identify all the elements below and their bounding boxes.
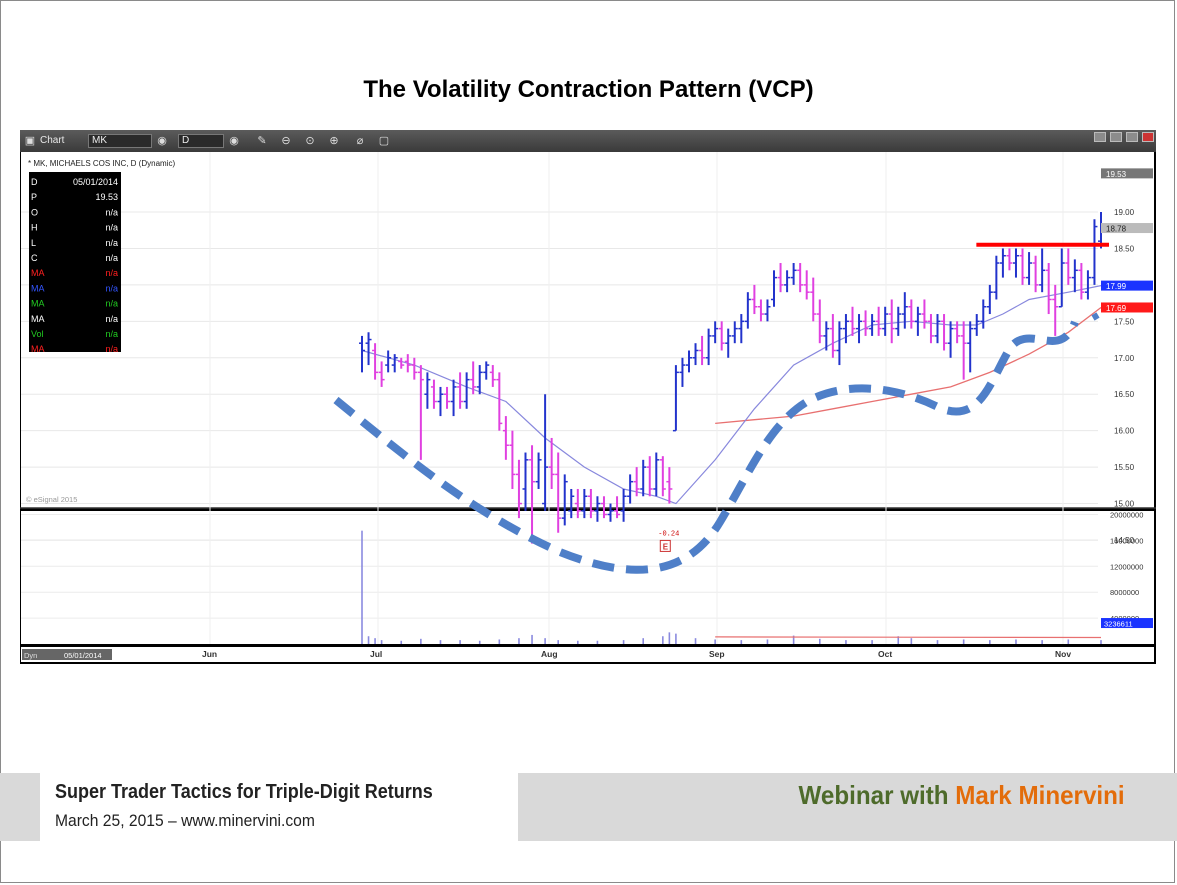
interval-input[interactable]: D (178, 134, 224, 148)
volume-tick-label: 12000000 (1110, 562, 1143, 571)
maximize-button[interactable] (1110, 132, 1122, 142)
data-panel-key: P (31, 192, 37, 202)
month-label: Oct (878, 649, 892, 659)
footer-brand-name: Mark Minervini (955, 780, 1125, 810)
data-panel-value: n/a (105, 329, 118, 339)
data-panel-value: 19.53 (95, 192, 118, 202)
symbol-search-icon[interactable]: ◉ (157, 135, 167, 147)
footer-brand-prefix: Webinar with (798, 780, 949, 810)
price-tick-label: 15.00 (1114, 500, 1135, 509)
price-tick-label: 16.50 (1114, 390, 1135, 399)
volume-tick-label: 20000000 (1110, 510, 1143, 519)
date-footer-text: 05/01/2014 (64, 651, 102, 660)
symbol-input[interactable]: MK (88, 134, 152, 148)
price-tick-label: 17.50 (1114, 317, 1135, 326)
target-icon[interactable]: ⊙ (305, 135, 315, 147)
data-panel-key: MA (31, 299, 45, 309)
zoom-in-icon[interactable]: ⊕ (329, 135, 339, 147)
month-label: Jul (370, 649, 382, 659)
data-panel-key: O (31, 207, 38, 217)
chart-toolbar: ▣ Chart MK ◉ D ◉ ✎ ⊖ ⊙ ⊕ ⌀ ▢ (20, 130, 1156, 152)
esignal-watermark: © eSignal 2015 (26, 495, 77, 504)
price-tag-label: 18.78 (1106, 225, 1127, 234)
zoom-out-icon[interactable]: ⊖ (281, 135, 291, 147)
footer-left-panel (40, 773, 518, 841)
window-icon[interactable]: ▢ (378, 135, 390, 147)
price-tick-label: 18.50 (1114, 244, 1135, 253)
price-axis-bg (1099, 152, 1154, 508)
data-panel-value: n/a (105, 268, 118, 278)
month-label: Aug (541, 649, 558, 659)
close-button[interactable] (1142, 132, 1154, 142)
chart-label: Chart (40, 135, 65, 146)
price-tag-label: 17.69 (1106, 304, 1127, 313)
data-panel-key: MA (31, 344, 45, 354)
draw-pencil-icon[interactable]: ✎ (257, 135, 267, 147)
price-tag (1101, 302, 1153, 313)
data-panel-key: Vol (31, 329, 44, 339)
data-panel-bg (29, 172, 121, 352)
footer-webinar-title: Super Trader Tactics for Triple-Digit Re… (55, 781, 433, 803)
volume-pane-bg (21, 511, 1099, 644)
data-panel-value: n/a (105, 207, 118, 217)
data-panel-value: n/a (105, 223, 118, 233)
price-volume-chart[interactable]: 19.0018.5018.0017.5017.0016.5016.0015.50… (20, 152, 1156, 664)
moving-average-long-line (715, 306, 1102, 425)
price-tag (1101, 223, 1153, 234)
month-label: Sep (709, 649, 725, 659)
volume-tick-label: 8000000 (1110, 588, 1139, 597)
slide-title: The Volatility Contraction Pattern (VCP) (363, 76, 814, 103)
data-panel-value: n/a (105, 283, 118, 293)
footer-date-url: March 25, 2015 – www.minervini.com (55, 811, 315, 830)
date-footer-tag: Dyn (24, 651, 37, 660)
footer-brand: Webinar with Mark Minervini (799, 780, 1125, 811)
volume-tag-label: 3236611 (1104, 620, 1133, 629)
data-panel-value: n/a (105, 299, 118, 309)
time-axis-bg (21, 647, 1154, 662)
data-panel-key: D (31, 177, 38, 187)
data-panel-value: n/a (105, 344, 118, 354)
price-tag (1101, 168, 1153, 179)
price-tick-label: 19.00 (1114, 208, 1135, 217)
data-panel-value: 05/01/2014 (73, 177, 118, 187)
volume-tick-label: 16000000 (1110, 536, 1143, 545)
restore-button[interactable] (1126, 132, 1138, 142)
price-tick-label: 14.50 (1114, 536, 1135, 545)
price-tag (1101, 280, 1153, 291)
moving-average-short-line (361, 285, 1102, 505)
price-tick-label: 16.00 (1114, 427, 1135, 436)
interval-clock-icon[interactable]: ◉ (229, 135, 239, 147)
price-tag-label: 17.99 (1106, 282, 1127, 291)
data-panel-key: H (31, 223, 38, 233)
vcp-dash-end (1091, 312, 1100, 321)
chart-header-text: * MK, MICHAELS COS INC, D (Dynamic) (28, 159, 175, 168)
earnings-icon-letter: E (663, 542, 669, 551)
month-label: Jun (202, 649, 217, 659)
earnings-icon[interactable] (659, 539, 671, 552)
footer-left-tab (0, 773, 40, 841)
data-panel-value: n/a (105, 253, 118, 263)
data-panel-key: MA (31, 314, 45, 324)
data-panel-key: MA (31, 268, 45, 278)
date-box (22, 649, 112, 660)
data-panel-value: n/a (105, 314, 118, 324)
data-panel-key: MA (31, 283, 45, 293)
chart-icon[interactable]: ▣ (24, 135, 36, 147)
volume-ma-line (715, 636, 1102, 639)
earnings-surprise-label: -0.24 (658, 530, 679, 538)
data-panel-key: C (31, 253, 38, 263)
month-label: Nov (1055, 649, 1071, 659)
volume-tag (1101, 618, 1153, 629)
minimize-button[interactable] (1094, 132, 1106, 142)
price-tick-label: 17.00 (1114, 354, 1135, 363)
data-panel-key: L (31, 238, 36, 248)
data-panel-value: n/a (105, 238, 118, 248)
link-icon[interactable]: ⌀ (356, 135, 364, 147)
price-tick-label: 15.50 (1114, 463, 1135, 472)
footer-right-panel (518, 773, 1177, 841)
price-tag-label: 19.53 (1106, 170, 1127, 179)
